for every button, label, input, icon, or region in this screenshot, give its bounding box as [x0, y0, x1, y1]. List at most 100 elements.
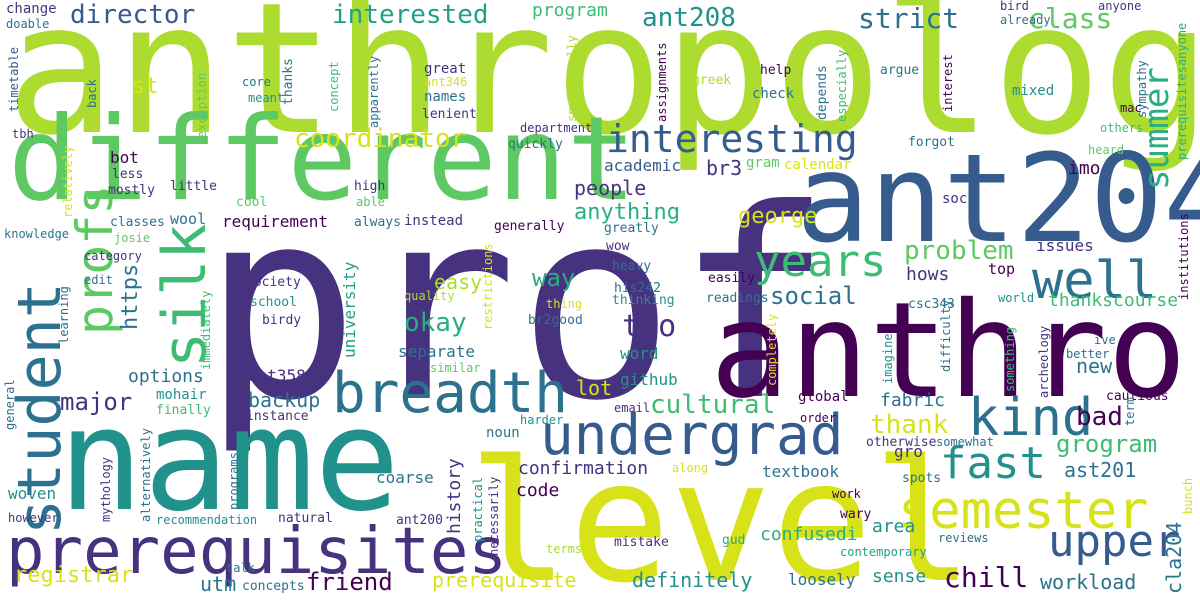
word-name: name — [58, 378, 400, 543]
word-concepts: concepts — [242, 579, 305, 594]
word-work: work — [832, 487, 861, 501]
word-order: order — [800, 411, 837, 425]
word-quickly: quickly — [508, 137, 563, 152]
word-help: help — [760, 63, 792, 78]
word-requirement: requirement — [222, 212, 328, 231]
word-mostly: mostly — [108, 183, 155, 198]
word-practical: practical — [471, 476, 485, 542]
word-anything: anything — [574, 200, 680, 225]
word-hows: hows — [906, 264, 950, 285]
word-issues: issues — [1036, 236, 1094, 255]
word-birdy: birdy — [262, 313, 302, 328]
word-utm: utm — [200, 572, 237, 596]
word-csc343: csc343 — [908, 297, 955, 312]
word-thankscourse: thankscourse — [1048, 290, 1179, 311]
word-https: https — [118, 263, 143, 330]
word-upper: upper — [1048, 516, 1181, 567]
word-less: less — [112, 167, 144, 182]
word-ast201: ast201 — [1064, 458, 1137, 482]
word-edit: edit — [84, 273, 113, 287]
word-br3: br3 — [706, 156, 743, 180]
word-coordinator: coordinator — [294, 124, 467, 154]
word-ive: ive — [1094, 333, 1116, 347]
word-br2good: br2good — [528, 313, 583, 328]
word-academic: academic — [604, 156, 682, 175]
word-lenient: lenient — [422, 107, 477, 122]
word-different: different — [8, 92, 637, 227]
word-major: major — [60, 388, 133, 416]
word-ant204: ant204 — [796, 128, 1200, 270]
word-category: category — [84, 249, 142, 263]
word-wow: wow — [606, 239, 630, 254]
word-loosely: loosely — [788, 570, 856, 589]
word-gud: gud — [722, 533, 746, 548]
word-lot: lot — [576, 376, 613, 400]
word-timetable: timetable — [7, 46, 21, 112]
word-ant358: ant358 — [248, 366, 306, 385]
word-bad: bad — [1076, 402, 1123, 432]
word-easily: easily — [708, 271, 755, 286]
word-anthro: anthro — [710, 274, 1187, 428]
word-options: options — [128, 366, 204, 387]
word-contemporary: contemporary — [840, 545, 927, 559]
word-specifically: specifically — [565, 35, 579, 122]
word-world: world — [998, 291, 1035, 305]
word-thing: thing — [546, 297, 583, 311]
word-check: check — [752, 86, 795, 102]
word-little: little — [170, 179, 217, 194]
word-always: always — [354, 215, 401, 230]
word-code: code — [516, 480, 560, 501]
word-spots: spots — [902, 471, 942, 486]
word-mac: mac — [1120, 101, 1142, 115]
word-especially: especially — [835, 49, 849, 122]
word-prof: prof — [202, 153, 833, 458]
word-mohair: mohair — [156, 387, 207, 403]
word-backup: backup — [248, 388, 321, 412]
word-cla204: cla204 — [1162, 521, 1186, 594]
word-society: society — [246, 275, 301, 290]
word-email: email — [614, 401, 651, 415]
word-word: word — [620, 344, 659, 363]
word-back: back — [85, 79, 99, 108]
word-josie: josie — [114, 231, 151, 245]
word-university: university — [340, 261, 359, 358]
word-apparently: apparently — [367, 55, 381, 128]
word-definitely: definitely — [632, 568, 753, 592]
word-change: change — [6, 1, 57, 17]
word-generally: generally — [494, 219, 565, 234]
word-program: program — [532, 0, 608, 21]
word-people: people — [574, 176, 647, 200]
word-bunch: bunch — [1181, 477, 1195, 514]
word-separate: separate — [398, 342, 476, 361]
word-necessarily: necessarily — [487, 476, 501, 556]
word-friend: friend — [306, 568, 393, 596]
word-mixed: mixed — [1012, 83, 1055, 99]
word-department: department — [520, 121, 593, 135]
word-ant200: ant200 — [396, 513, 443, 528]
word-depends: depends — [815, 65, 830, 120]
word-kind: kind — [968, 388, 1094, 448]
word-thinking: thinking — [612, 293, 675, 308]
word-names: names — [424, 89, 467, 105]
word-well: well — [1032, 251, 1158, 311]
word-undergrad: undergrad — [540, 403, 844, 468]
word-workload: workload — [1040, 570, 1137, 594]
word-immediately: immediately — [199, 290, 213, 370]
word-forgot: forgot — [908, 135, 955, 150]
word-knowledge: knowledge — [4, 227, 70, 241]
word-thanks: thanks — [281, 58, 296, 105]
word-semester: semester — [898, 481, 1149, 541]
word-recommendation: recommendation — [156, 513, 258, 527]
word-fabric: fabric — [880, 390, 946, 411]
word-heard: heard — [1088, 143, 1125, 157]
word-natural: natural — [278, 511, 333, 526]
word-high: high — [354, 179, 386, 194]
word-harder: harder — [520, 413, 564, 427]
word-relatively: relatively — [61, 145, 75, 218]
word-easy: easy — [434, 270, 483, 294]
word-school: school — [250, 295, 297, 310]
word-archeology: archeology — [1037, 325, 1051, 398]
word-argue: argue — [880, 63, 920, 78]
word-tbh: tbh — [12, 127, 34, 141]
word-ant346: ant346 — [424, 75, 468, 89]
